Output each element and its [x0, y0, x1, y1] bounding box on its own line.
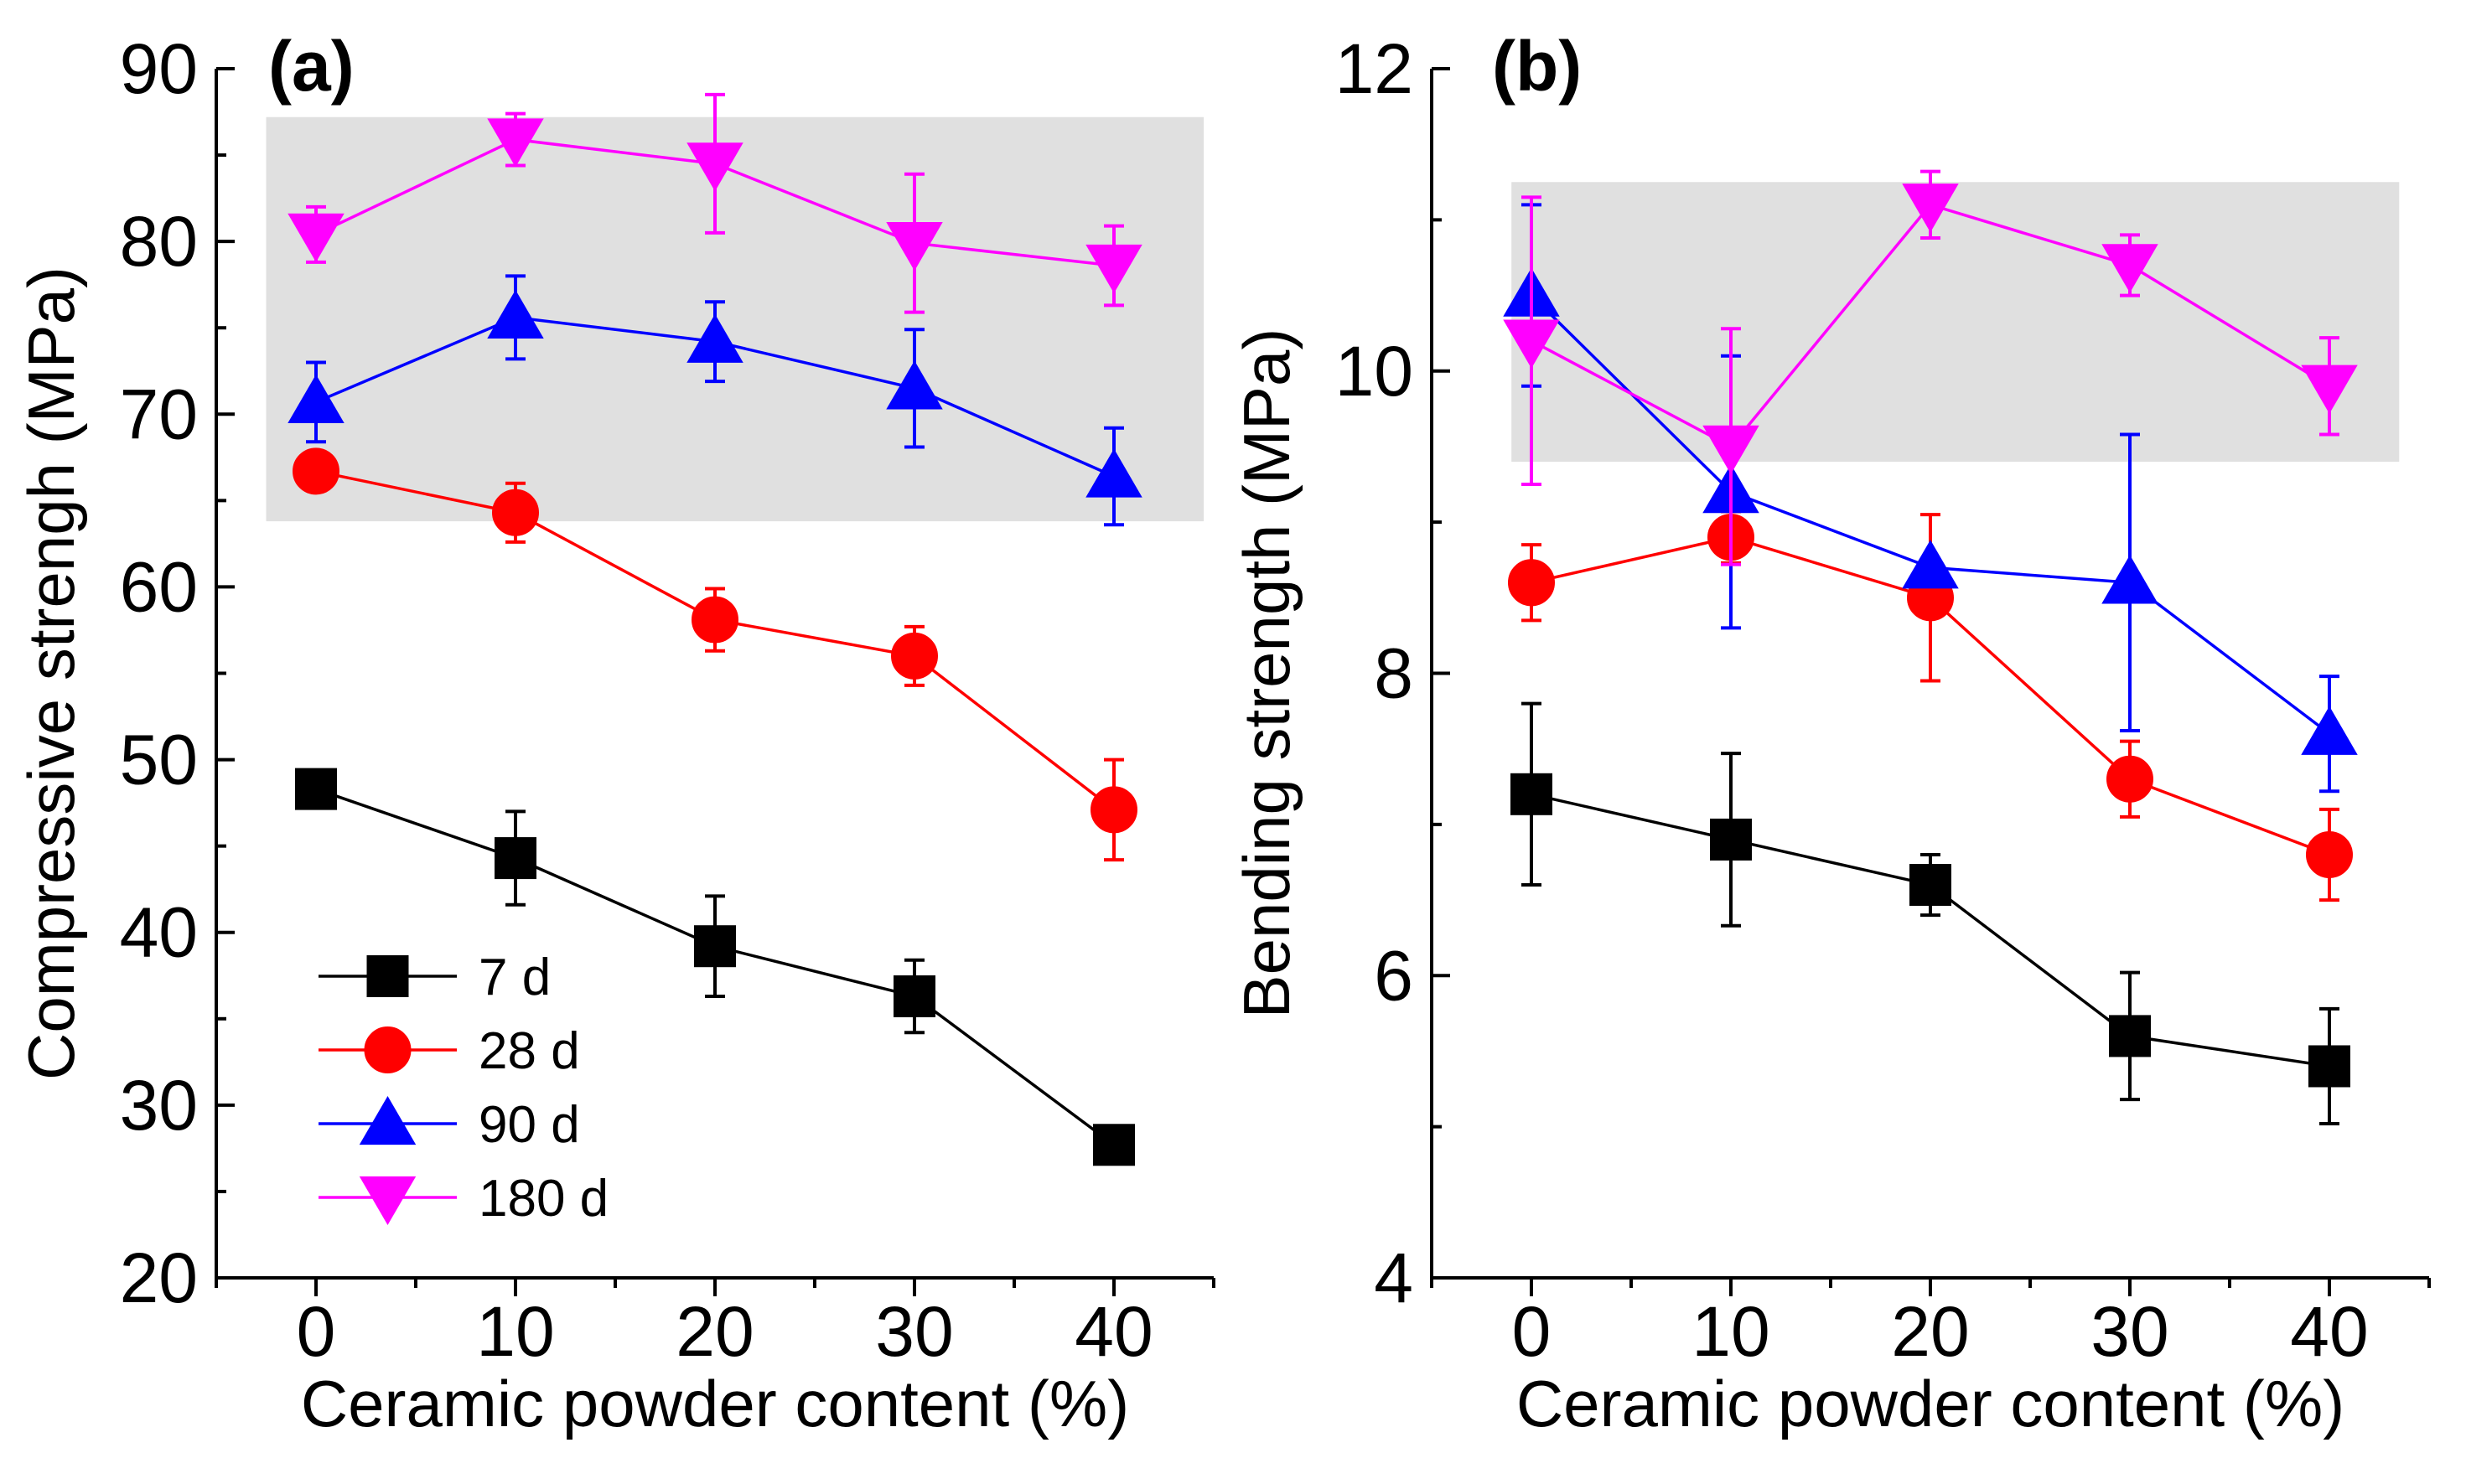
panel-b-y-tick-label: 10	[1335, 332, 1413, 411]
panel-a-series-3-point	[686, 142, 743, 192]
panel-a-y-tick-label: 80	[120, 202, 198, 281]
panel-b-x-tick-label: 20	[1891, 1292, 1969, 1371]
panel-b-x-axis-title: Ceramic powder content (%)	[1516, 1367, 2344, 1440]
panel-a-legend: 7 d 28 d 90 d 180 d	[319, 949, 609, 1228]
panel-a-series-3-point	[288, 213, 345, 262]
panel-a-y-tick-label: 30	[120, 1066, 198, 1145]
panel-b-series-3-point	[1902, 184, 1959, 233]
panel-b-x-tick-label: 40	[2290, 1292, 2368, 1371]
legend-marker-1	[364, 1026, 412, 1073]
panel-b-x-tick-label: 30	[2090, 1292, 2168, 1371]
panel-b-y-tick-label: 4	[1374, 1238, 1413, 1317]
legend-label-0: 7 d	[479, 949, 551, 1006]
panel-a-x-axis-title: Ceramic powder content (%)	[301, 1367, 1129, 1440]
panel-a-series-1-point	[492, 489, 539, 536]
panel-b-series-3-point	[1503, 319, 1560, 369]
panel-a-highlight-band	[266, 116, 1205, 522]
panel-b-series-0-point	[2109, 1015, 2151, 1057]
panel-b-y-tick-label: 8	[1374, 634, 1413, 713]
panel-b-highlight-band	[1511, 182, 2400, 462]
panel-b-series-3-point	[2301, 365, 2358, 414]
panel-a-x-tick-label: 30	[875, 1292, 953, 1371]
panel-b-series-3-point	[1702, 425, 1759, 474]
panel-a-series-1-point	[692, 596, 738, 644]
panel-b-series-3-point	[2101, 244, 2158, 293]
panel-a-series-0-point	[295, 768, 337, 810]
panel-a-y-tick-label: 90	[120, 29, 198, 108]
panel-a-series-0-point	[1093, 1124, 1135, 1166]
panel-a-series-0	[295, 768, 1135, 1166]
panel-a-series-2-point	[886, 360, 943, 410]
panel-b-series-2-point	[2301, 706, 2358, 755]
legend-label-2: 90 d	[479, 1096, 580, 1154]
panel-b-y-axis-title: Bending strength (MPa)	[1230, 328, 1303, 1019]
panel-a-series-0-point	[694, 925, 736, 968]
panel-a-series-2-point	[288, 374, 345, 424]
panel-a-series-3-point	[886, 222, 943, 271]
panel-a-series-1-point	[293, 447, 339, 495]
panel-a-series-2-point	[686, 313, 743, 363]
panel-a-series-1-point	[1091, 786, 1137, 834]
panel-b-y-tick-label: 6	[1374, 936, 1413, 1015]
panel-a-y-tick-label: 40	[120, 893, 198, 972]
panel-a-y-tick-label: 20	[120, 1238, 198, 1317]
panel-a-series-3-point	[1085, 244, 1142, 293]
panel-b-series-0-point	[1909, 864, 1951, 907]
panel-a-series-3	[288, 92, 1142, 314]
panel-b-series-1-point	[1508, 559, 1555, 607]
panel-a-x-tick-label: 0	[297, 1292, 336, 1371]
panel-a-series-3-point	[487, 118, 544, 168]
panel-b-series-1-point	[2306, 830, 2353, 878]
panel-a-x-tick-label: 10	[476, 1292, 554, 1371]
panel-a-y-axis-title: Compressive strengh (MPa)	[14, 266, 88, 1080]
panel-b-y-tick-label: 12	[1335, 29, 1413, 108]
panel-b-x-tick-label: 10	[1691, 1292, 1769, 1371]
panel-a-y-tick-label: 70	[120, 375, 198, 453]
legend-marker-0	[366, 955, 409, 997]
panel-a-series-1-point	[891, 632, 938, 680]
panel-b-series-0-point	[1510, 773, 1552, 815]
panel-b-series-0	[1510, 701, 2350, 1126]
panel-a-label: (a)	[268, 27, 355, 106]
panel-b-x-tick-label: 0	[1512, 1292, 1552, 1371]
legend-label-3: 180 d	[479, 1170, 609, 1228]
panel-a-series-2-point	[1085, 448, 1142, 498]
panel-b-series-3	[1503, 169, 2358, 566]
panel-b-series-0-line	[1531, 793, 2330, 1068]
panel-b-series-1-point	[2106, 755, 2153, 803]
panel-a-series-1	[293, 447, 1137, 862]
panel-b-series-2-point	[1902, 540, 1959, 589]
panel-b-series-0-point	[2308, 1045, 2350, 1088]
panel-a-series-2	[288, 274, 1142, 527]
panel-a-series-2-point	[487, 289, 544, 339]
panel-a-series-0-point	[495, 837, 536, 880]
panel-a-y-tick-label: 60	[120, 547, 198, 626]
legend-marker-3	[359, 1176, 417, 1225]
panel-b-series-2-point	[2101, 555, 2158, 604]
legend-marker-2	[359, 1096, 417, 1145]
panel-a-series-0-point	[894, 975, 935, 1017]
panel-a-y-tick-label: 50	[120, 721, 198, 799]
panel-b-series-0-point	[1710, 818, 1752, 861]
panel-a-x-tick-label: 20	[676, 1292, 754, 1371]
panel-b-label: (b)	[1492, 27, 1582, 106]
panel-a-x-tick-label: 40	[1075, 1292, 1153, 1371]
legend-label-1: 28 d	[479, 1022, 580, 1080]
